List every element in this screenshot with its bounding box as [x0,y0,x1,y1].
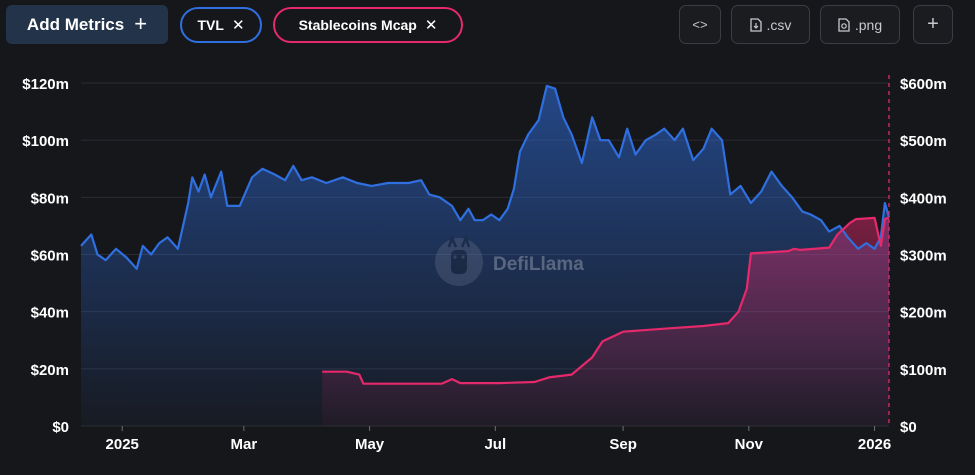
x-tick-label: May [355,436,385,453]
x-tick-label: Sep [609,436,637,453]
close-icon[interactable]: ✕ [424,16,438,34]
tvl-stablecoins-chart[interactable]: DefiLlama $0$20m$40m$60m$80m$100m$120m$0… [0,50,975,470]
file-image-icon [838,17,850,32]
y-right-tick-label: $600m [900,76,947,93]
y-right-tick-label: $500m [900,133,947,150]
metric-chip-label: TVL [197,17,224,33]
x-tick-label: 2025 [106,436,139,453]
x-tick-label: Jul [484,436,506,453]
add-metrics-button[interactable]: Add Metrics + [6,5,168,44]
y-right-tick-label: $100m [900,362,947,379]
y-right-tick-label: $400m [900,190,947,207]
y-right-tick-label: $200m [900,305,947,322]
y-right-tick-label: $300m [900,248,947,265]
y-left-tick-label: $60m [31,248,69,265]
metric-chip-tvl[interactable]: TVL ✕ [180,7,262,43]
series-lines [80,84,891,385]
y-left-tick-label: $40m [31,305,69,322]
csv-label: .csv [766,16,792,33]
y-left-tick-label: $80m [31,190,69,207]
plus-icon: + [927,13,939,35]
code-icon: <> [692,17,708,32]
plus-icon: + [134,10,148,36]
y-left-tick-label: $20m [31,362,69,379]
axes: $0 $20m $40m $60m $80m $100m $120m $0 $100m $200m… [22,76,946,453]
x-tick-label: Nov [735,436,764,453]
chart-container: DefiLlama $0 $20m $40m $60m $80m $100m $120m $0… [0,50,975,470]
defillama-watermark: DefiLlama [435,234,584,286]
llama-logo-icon [435,234,483,286]
toolbar: Add Metrics + TVL ✕ Stablecoins Mcap ✕ <… [0,0,975,50]
series-areas [81,85,889,427]
close-icon[interactable]: ✕ [231,16,245,34]
series-line-stablecoins-mcap[interactable] [322,216,890,385]
png-label: .png [854,16,883,33]
metric-chip-label: Stablecoins Mcap [298,17,417,33]
metric-chip-stablecoins-mcap[interactable]: Stablecoins Mcap ✕ [273,7,463,43]
watermark-text: DefiLlama [493,254,584,275]
add-chart-button[interactable]: + [913,5,953,44]
y-left-tick-label: $0 [52,419,69,436]
y-right-tick-label: $0 [900,419,917,436]
file-download-icon [749,17,762,32]
embed-button[interactable]: <> [679,5,721,44]
y-left-tick-label: $100m [22,133,69,150]
download-png-button[interactable]: .png [820,5,900,44]
y-left-tick-label: $120m [22,76,69,93]
series-area-stablecoins-mcap [322,217,889,426]
download-csv-button[interactable]: .csv [731,5,810,44]
add-metrics-label: Add Metrics [26,14,125,34]
x-tick-label: 2026 [858,436,891,453]
x-tick-label: Mar [230,436,257,453]
series-line-tvl[interactable] [80,84,891,270]
